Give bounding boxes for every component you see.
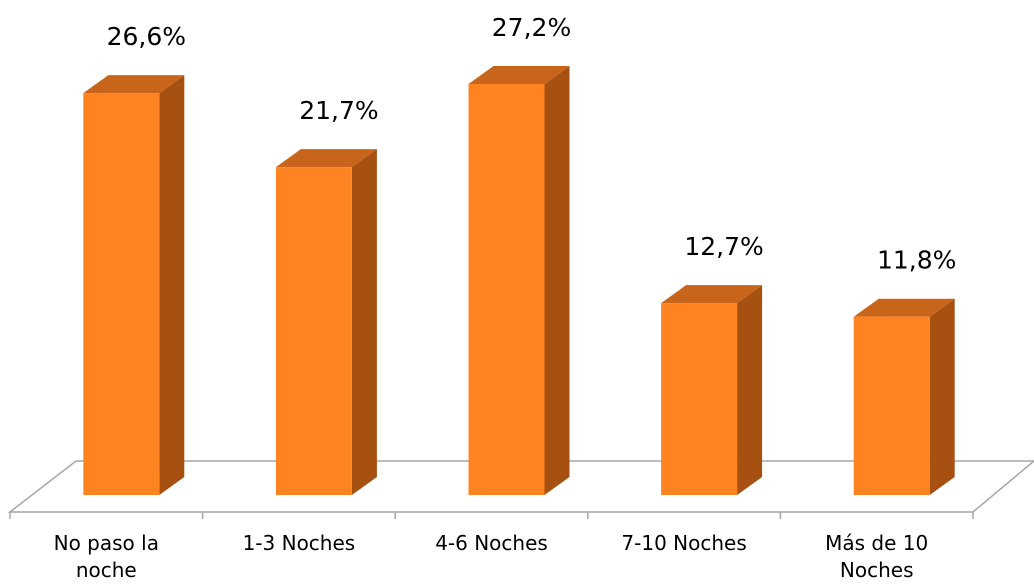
category-tick-label: 4-6 Noches (435, 531, 548, 555)
data-label: 11,8% (877, 246, 956, 275)
category-tick-label: 1-3 Noches (243, 531, 356, 555)
floor-outline (7, 460, 1034, 513)
data-label: 26,6% (107, 22, 186, 51)
bar (853, 316, 930, 495)
bar-side (159, 75, 185, 496)
bar-side (351, 149, 377, 495)
category-tick-label: noche (76, 558, 137, 582)
bar-top (661, 285, 763, 304)
category-tick-label: Noches (840, 558, 914, 582)
chart-floor (7, 460, 1034, 513)
data-label: 27,2% (492, 13, 571, 42)
bar-side (737, 285, 763, 495)
category-axis: No paso la noche 1-3 Noches 4-6 Noches 7-10 … (9, 512, 974, 582)
data-labels-group: 26,6% 21,7% 27,2% 12,7% 11,8% (107, 13, 957, 275)
category-tick-label: No paso la (54, 531, 159, 555)
bar (661, 303, 738, 495)
bar (275, 167, 352, 495)
bar-side (544, 66, 570, 495)
bar-top (275, 149, 377, 168)
bar (83, 93, 160, 496)
bar (468, 84, 545, 495)
bar-side (929, 298, 955, 495)
bar-top (83, 75, 185, 94)
bar-top (468, 66, 570, 84)
category-tick-label: Más de 10 (825, 531, 928, 555)
category-tick-label: 7-10 Noches (621, 531, 746, 555)
data-label: 12,7% (684, 232, 763, 261)
data-label: 21,7% (299, 96, 378, 125)
bar-top (853, 298, 955, 317)
bars-group (83, 66, 955, 496)
